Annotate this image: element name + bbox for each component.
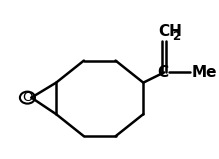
Text: O: O xyxy=(22,91,33,104)
Text: 2: 2 xyxy=(173,30,181,43)
Text: C: C xyxy=(157,65,168,80)
Text: Me: Me xyxy=(192,65,217,80)
Text: CH: CH xyxy=(158,24,182,39)
